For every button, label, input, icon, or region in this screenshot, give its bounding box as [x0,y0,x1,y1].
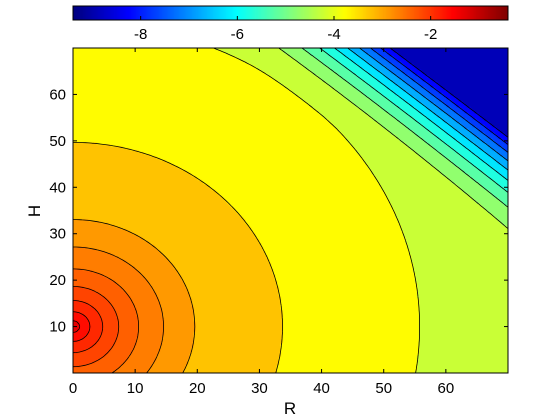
colorbar: -8 -6 -4 -2 [73,6,508,43]
x-tick-label: 40 [313,380,330,397]
x-tick-label: 10 [127,380,144,397]
colorbar-tick-label: -8 [134,26,147,43]
x-axis-label: R [284,399,296,418]
colorbar-tick-label: -2 [424,26,437,43]
y-tick-label: 50 [49,133,66,150]
y-tick-label: 20 [49,272,66,289]
colorbar-gradient [73,6,508,20]
colorbar-tick-label: -6 [231,26,244,43]
plot-area: 0 10 20 30 40 50 60 10 20 30 40 50 60 [49,48,508,397]
y-tick-label: 10 [49,319,66,336]
y-tick-label: 30 [49,226,66,243]
y-axis-label: H [25,205,44,217]
x-tick-label: 20 [189,380,206,397]
y-tick-label: 60 [49,86,66,103]
x-tick-label: 30 [251,380,268,397]
colorbar-tick-label: -4 [327,26,340,43]
y-tick-label: 40 [49,179,66,196]
x-tick-label: 60 [438,380,455,397]
x-tick-label: 50 [375,380,392,397]
x-tick-label: 0 [69,380,77,397]
